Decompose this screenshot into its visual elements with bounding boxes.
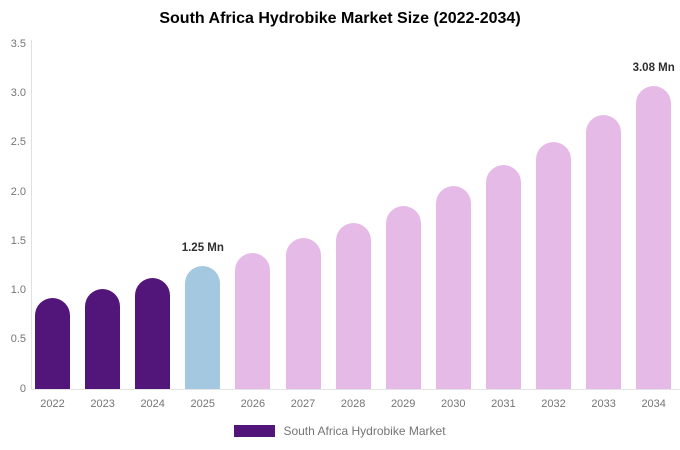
bar-2031[interactable] — [485, 165, 521, 389]
x-axis-label: 2027 — [290, 398, 316, 410]
bar-2022[interactable] — [35, 298, 70, 389]
x-axis-label: 2034 — [641, 398, 666, 410]
y-axis-tick-label: 3.0 — [10, 87, 26, 99]
bar-2029[interactable] — [385, 205, 421, 389]
x-axis-label: 2030 — [441, 398, 466, 410]
x-axis-label: 2024 — [140, 398, 165, 410]
x-axis-label: 2026 — [240, 398, 266, 410]
bar-2030[interactable] — [435, 186, 471, 389]
bar-2025[interactable] — [185, 265, 221, 389]
y-axis-line — [31, 40, 32, 389]
y-axis-tick-label: 0.5 — [10, 333, 26, 346]
y-axis-tick-label: 3.5 — [10, 37, 26, 50]
value-label: 3.08 Mn — [632, 61, 675, 74]
bar-2034[interactable] — [636, 85, 672, 389]
x-axis-label: 2025 — [190, 398, 216, 410]
y-axis-tick-label: 1.5 — [10, 234, 26, 247]
x-axis-line — [31, 389, 680, 390]
legend-label: South Africa Hydrobike Market — [283, 424, 446, 438]
legend-item[interactable]: South Africa Hydrobike Market — [0, 424, 680, 438]
x-axis-label: 2023 — [90, 398, 115, 410]
y-axis-tick-label: 1.0 — [10, 284, 26, 296]
bar-2024[interactable] — [135, 277, 171, 389]
legend-swatch — [234, 425, 276, 437]
value-label: 1.25 Mn — [181, 241, 224, 254]
x-axis-label: 2032 — [541, 398, 566, 410]
bar-2032[interactable] — [536, 141, 571, 389]
chart-title: South Africa Hydrobike Market Size (2022… — [159, 10, 521, 27]
bar-2033[interactable] — [586, 115, 622, 389]
x-axis-label: 2031 — [491, 398, 516, 410]
y-axis-tick-label: 2.5 — [10, 136, 26, 149]
y-axis-tick-label: 2.0 — [10, 185, 26, 198]
bar-2028[interactable] — [335, 222, 371, 389]
bar-2026[interactable] — [235, 253, 271, 389]
x-axis-label: 2028 — [340, 398, 366, 410]
x-axis-label: 2033 — [591, 398, 616, 410]
y-axis-tick-label: 0 — [19, 382, 26, 395]
x-axis-label: 2029 — [390, 398, 416, 410]
bar-2027[interactable] — [285, 238, 321, 389]
x-axis-label: 2022 — [40, 398, 65, 410]
bar-2023[interactable] — [85, 288, 121, 389]
